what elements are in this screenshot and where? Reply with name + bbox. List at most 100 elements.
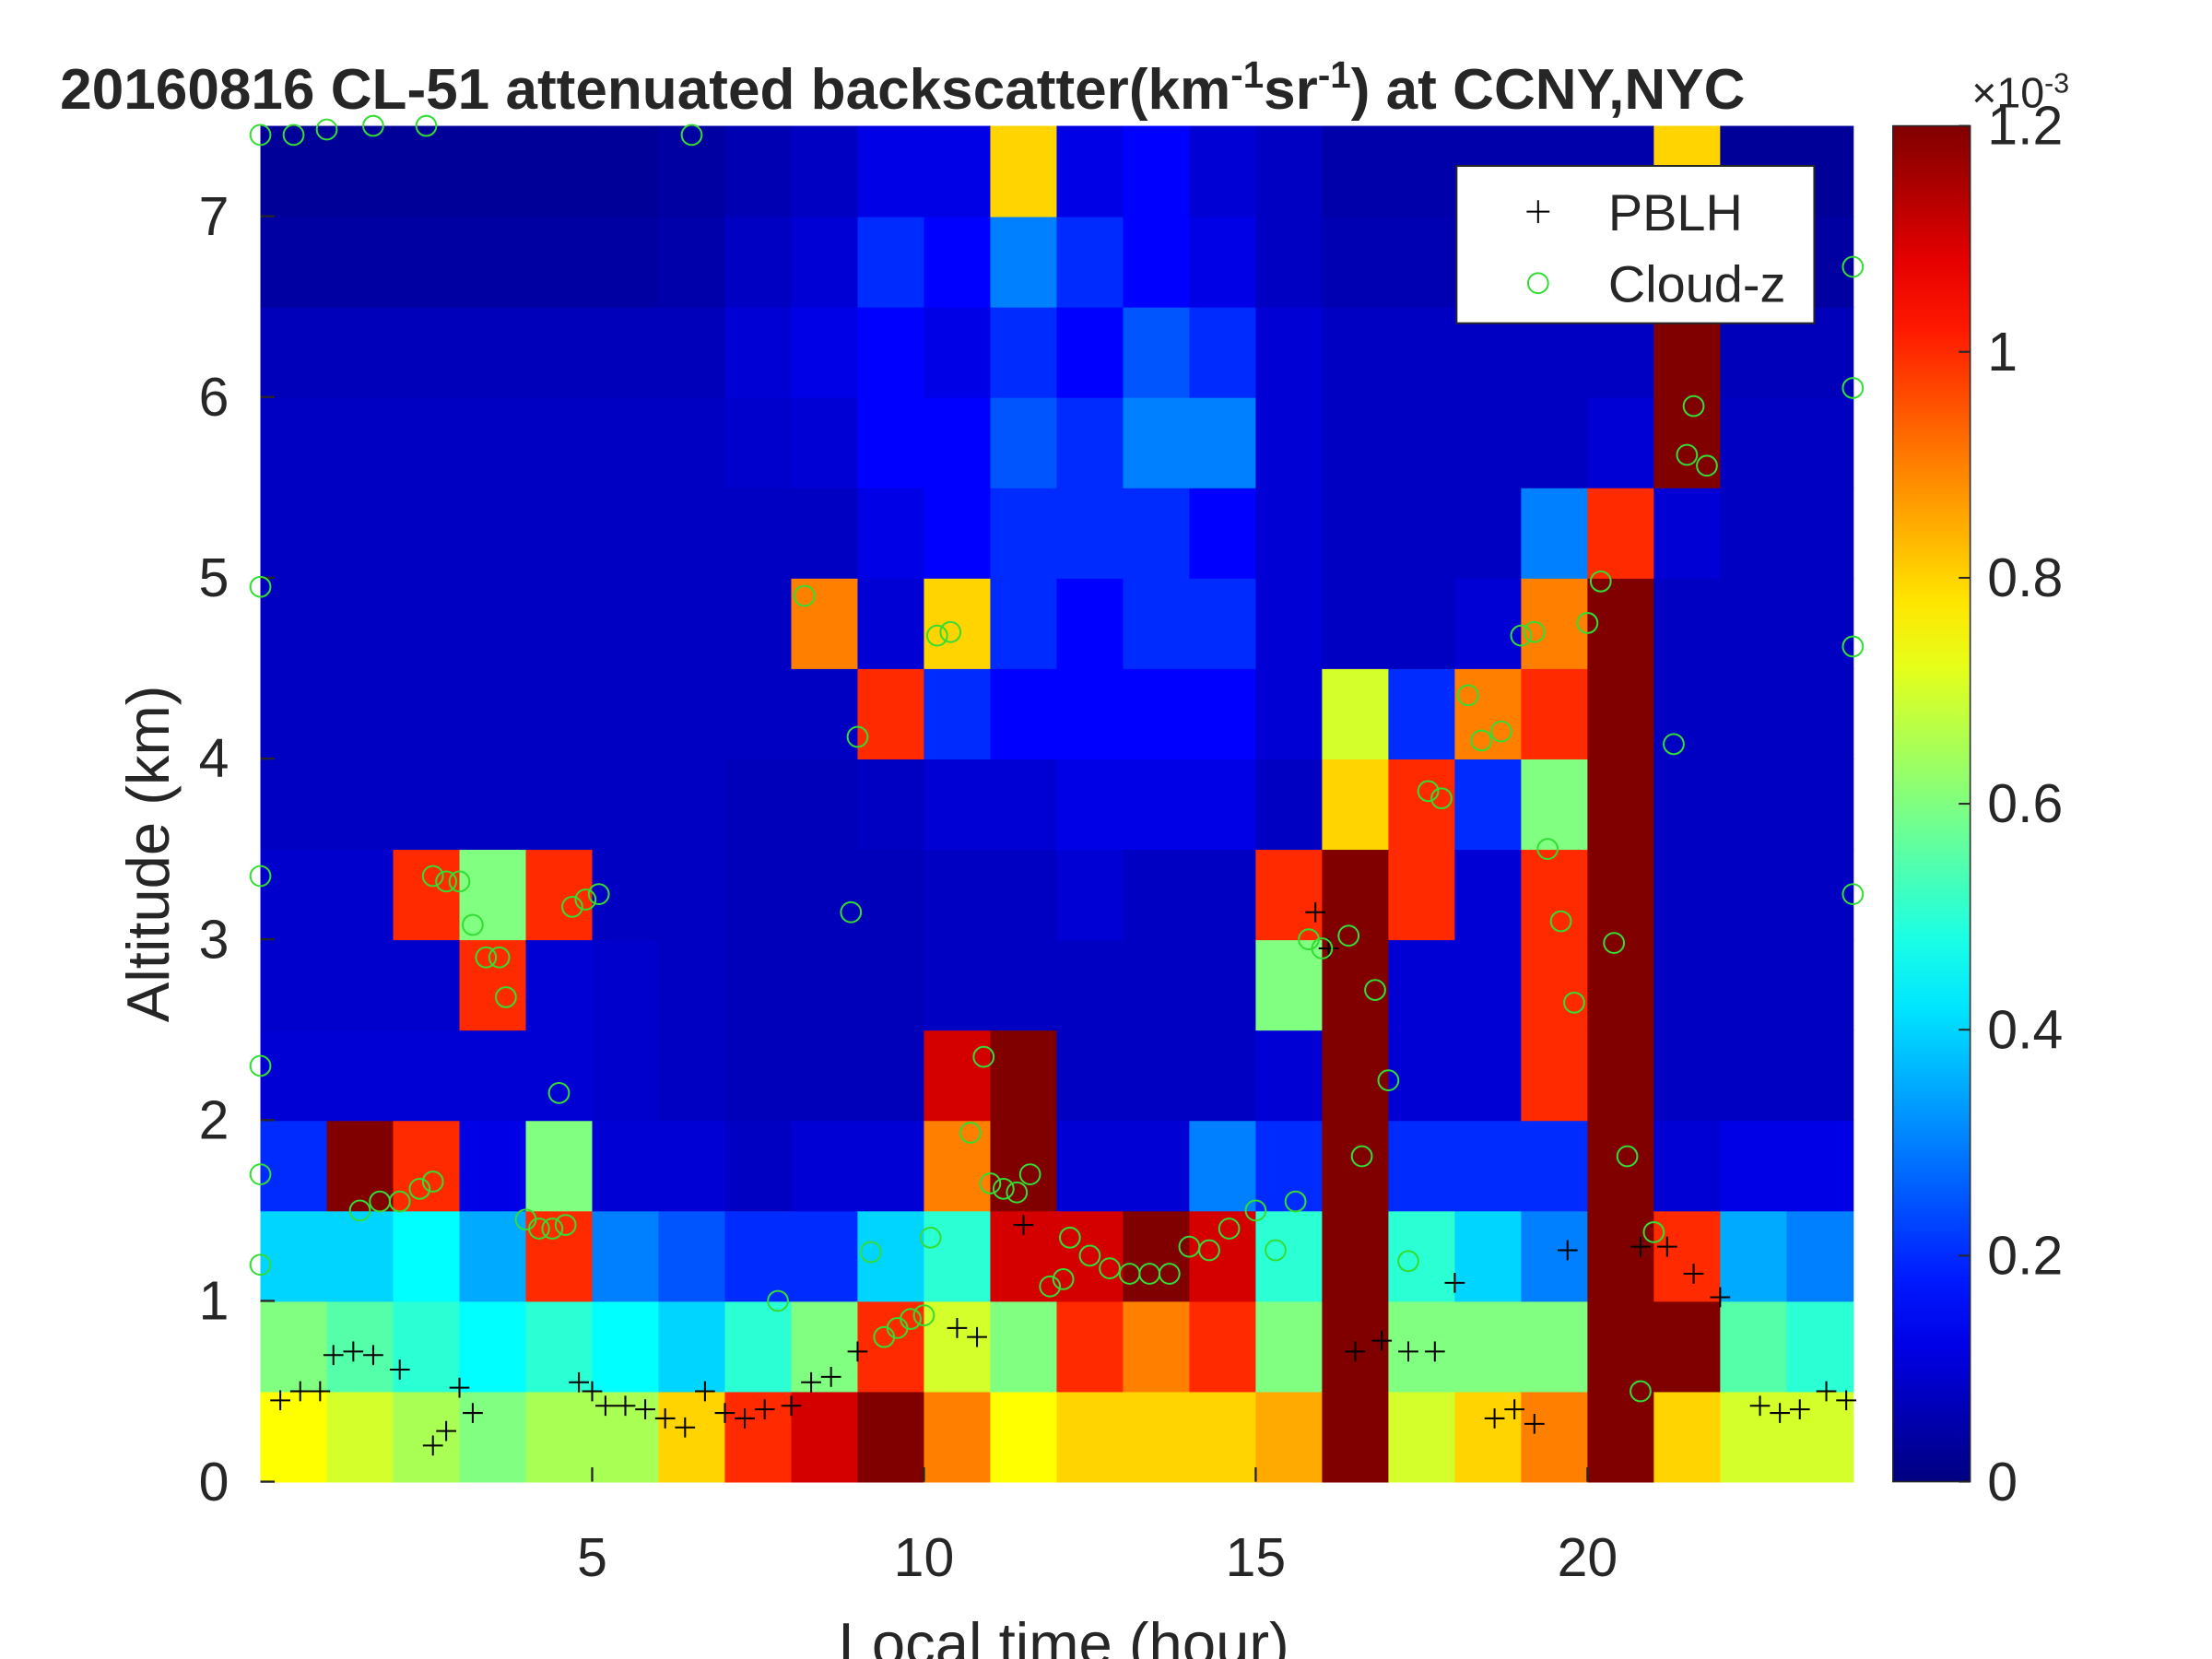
x-tick-label: 15: [1226, 1528, 1287, 1588]
heatmap-cell: [1123, 487, 1191, 579]
colorbar-tick-label: 1.2: [1987, 97, 2063, 157]
heatmap-cell: [326, 216, 394, 308]
heatmap-cell: [525, 125, 594, 218]
legend-label: Cloud-z: [1608, 254, 1786, 312]
heatmap-cell: [326, 759, 394, 851]
heatmap-cell: [658, 396, 726, 488]
heatmap-cell: [1653, 939, 1722, 1031]
heatmap-cell: [1123, 1210, 1191, 1302]
heatmap-cell: [924, 216, 992, 308]
pblh-point: [1444, 1272, 1465, 1293]
heatmap-cell: [1056, 1030, 1124, 1122]
heatmap-cell: [724, 216, 793, 308]
heatmap-cell: [924, 759, 992, 851]
heatmap-cell: [1454, 396, 1523, 488]
heatmap-cell: [1388, 667, 1456, 759]
heatmap-cell: [1255, 759, 1324, 851]
pblh-point: [1630, 1236, 1651, 1257]
heatmap-cell: [791, 1300, 859, 1393]
pblh-point: [615, 1395, 636, 1417]
heatmap-cell: [1189, 667, 1257, 759]
pblh-point: [1305, 901, 1326, 923]
heatmap-cell: [1454, 849, 1523, 941]
pblh-point: [323, 1345, 344, 1366]
heatmap-cell: [1255, 396, 1324, 488]
pblh-point: [1836, 1390, 1857, 1411]
heatmap-cell: [1653, 849, 1722, 941]
heatmap-cell: [924, 1210, 992, 1302]
heatmap-cell: [1587, 667, 1655, 759]
pblh-point: [449, 1377, 470, 1398]
heatmap-cell: [1653, 1030, 1722, 1122]
cloud-point: [925, 624, 948, 647]
heatmap-cell: [658, 1300, 726, 1393]
heatmap-cell: [990, 487, 1058, 579]
heatmap-cell: [1255, 577, 1324, 669]
heatmap-cell: [592, 577, 660, 669]
heatmap-cell: [260, 1391, 328, 1483]
heatmap-cell: [260, 667, 328, 759]
heatmap-cell: [1786, 577, 1854, 669]
heatmap-cell: [459, 487, 527, 579]
heatmap-cell: [1720, 939, 1788, 1031]
heatmap-cell: [1454, 1120, 1523, 1212]
heatmap-cell: [1587, 1120, 1655, 1212]
colorbar-tick-label: 0.6: [1987, 774, 2063, 834]
heatmap-cell: [1521, 487, 1589, 579]
cloud-point: [919, 1226, 942, 1249]
heatmap-cell: [1123, 939, 1191, 1031]
heatmap-cell: [857, 1120, 925, 1212]
cloud-point: [388, 1190, 411, 1213]
heatmap-cell: [459, 1030, 527, 1122]
heatmap-cell: [1056, 1210, 1124, 1302]
x-tick-label: 10: [894, 1528, 955, 1588]
heatmap-cell: [990, 1391, 1058, 1483]
heatmap-cell: [1786, 396, 1854, 488]
heatmap-cell: [592, 759, 660, 851]
heatmap-cell: [658, 849, 726, 941]
cloud-point: [488, 946, 511, 969]
cloud-point: [249, 1163, 272, 1186]
pblh-point: [1424, 1341, 1445, 1362]
heatmap-cell: [1123, 306, 1191, 398]
heatmap-cell: [1388, 849, 1456, 941]
heatmap-cell: [1587, 1210, 1655, 1302]
heatmap-cell: [857, 577, 925, 669]
heatmap-cell: [857, 849, 925, 941]
pblh-point: [1484, 1408, 1505, 1429]
heatmap-cell: [658, 1391, 726, 1483]
heatmap-cell: [1056, 1391, 1124, 1483]
pblh-point: [1656, 1236, 1677, 1257]
heatmap-cell: [1255, 487, 1324, 579]
heatmap-cell: [1454, 487, 1523, 579]
cloud-point: [282, 124, 305, 147]
pblh-point: [947, 1318, 968, 1338]
x-tick-label: 5: [577, 1528, 607, 1588]
heatmap-cell: [326, 849, 394, 941]
heatmap-cell: [1322, 939, 1390, 1031]
cloud-point: [1616, 1145, 1639, 1168]
pblh-point: [389, 1359, 410, 1380]
heatmap-cell: [1587, 396, 1655, 488]
heatmap-cell: [1189, 1030, 1257, 1122]
cloud-point: [900, 1308, 922, 1330]
cloud-point: [315, 118, 338, 141]
heatmap-cell: [924, 487, 992, 579]
heatmap-cell: [1720, 396, 1788, 488]
heatmap-cell: [1056, 306, 1124, 398]
heatmap-cell: [1123, 577, 1191, 669]
pblh-point: [1504, 1399, 1525, 1419]
heatmap-cell: [1056, 667, 1124, 759]
y-tick-label: 2: [199, 1090, 229, 1150]
heatmap-cell: [990, 125, 1058, 218]
cloud-point: [249, 865, 272, 888]
heatmap-cell: [724, 759, 793, 851]
pblh-point: [1816, 1381, 1837, 1402]
cloud-point: [972, 1045, 995, 1068]
heatmap-cell: [990, 1030, 1058, 1122]
cloud-point: [448, 870, 471, 893]
heatmap-cell: [1786, 939, 1854, 1031]
heatmap-cell: [1255, 1210, 1324, 1302]
heatmap-cell: [724, 1210, 793, 1302]
